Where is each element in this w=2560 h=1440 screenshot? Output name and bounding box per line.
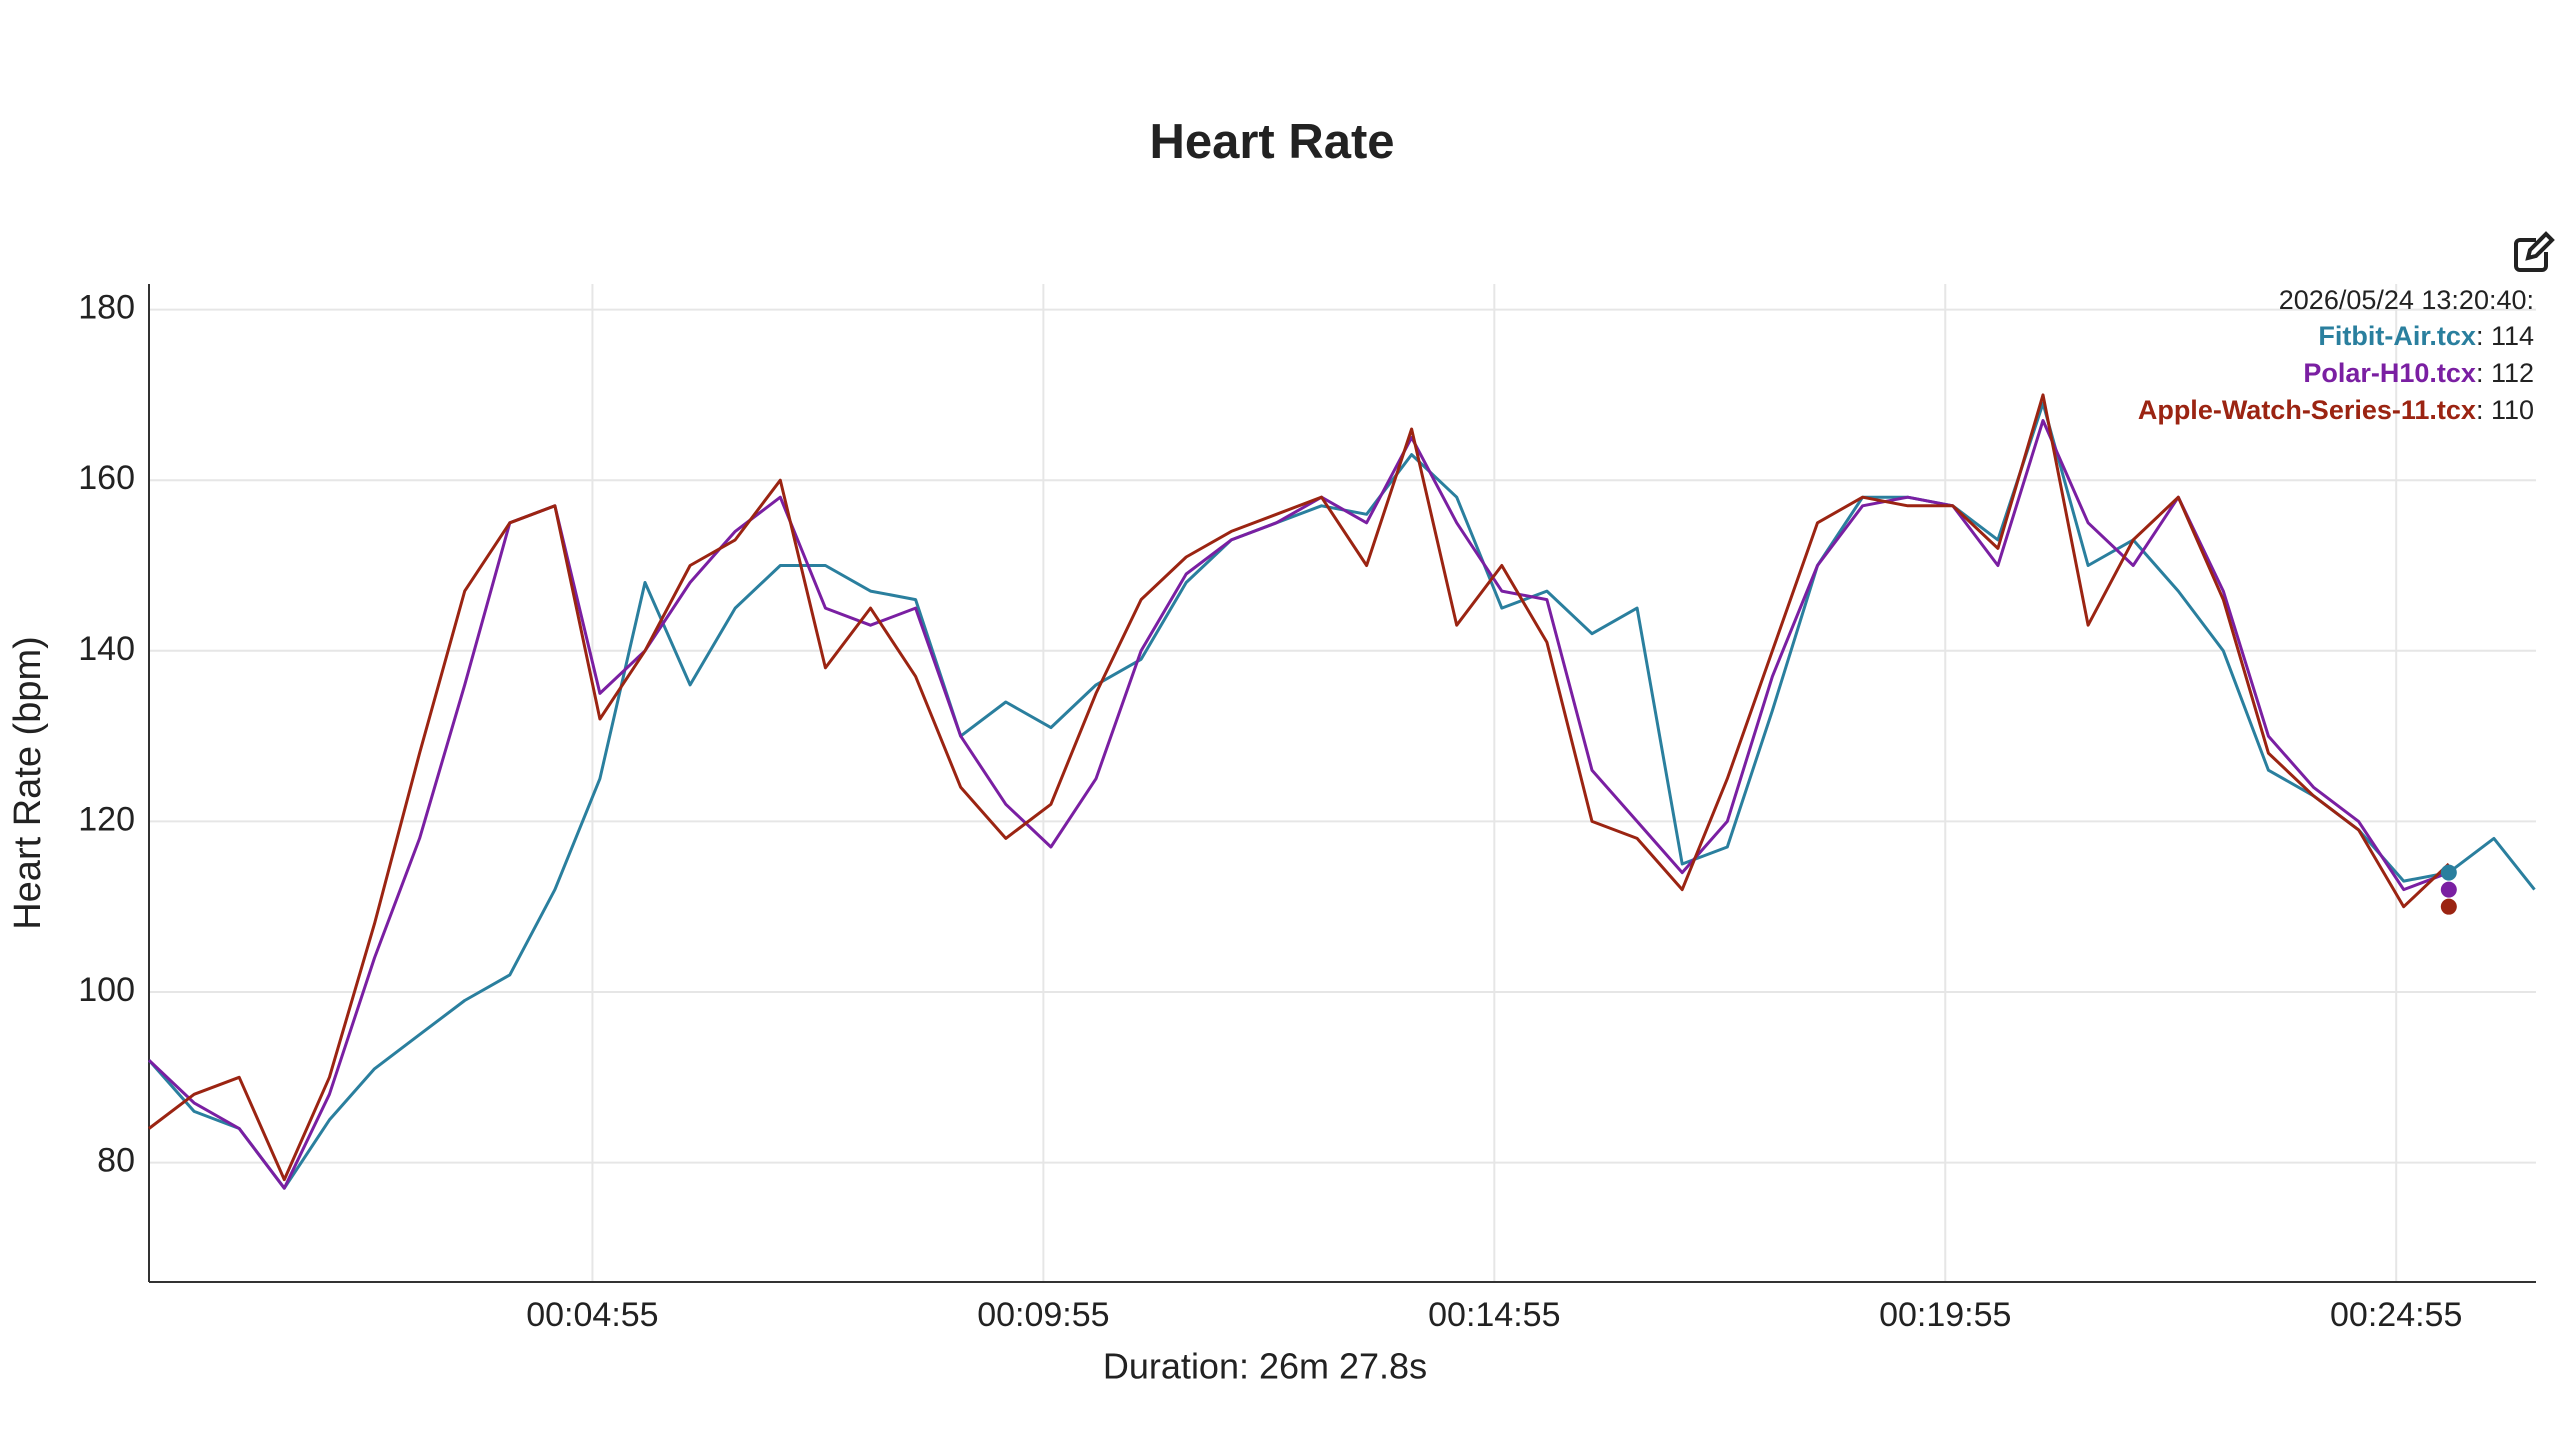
tooltip-separator: : [2476, 358, 2491, 388]
y-tick-label: 160 [78, 459, 135, 497]
hover-point [2440, 898, 2457, 915]
chart-title: Heart Rate [1149, 115, 1394, 169]
series-line [147, 401, 2536, 1190]
y-tick-label: 120 [78, 800, 135, 838]
tooltip-title: 2026/05/24 13:20:40: [2279, 285, 2534, 315]
tooltip-series-name: Apple-Watch-Series-11.tcx [2138, 395, 2476, 425]
x-tick-label: 00:19:55 [1879, 1296, 2011, 1334]
tooltip-entry: Apple-Watch-Series-11.tcx: 110 [2138, 395, 2534, 425]
tooltip-series-name: Fitbit-Air.tcx [2318, 321, 2476, 351]
hover-point [2440, 864, 2457, 881]
tooltip-value: 114 [2491, 321, 2534, 351]
tooltip-value: 112 [2491, 358, 2534, 388]
hover-point [2440, 881, 2457, 898]
tooltip-entry: Fitbit-Air.tcx: 114 [2318, 321, 2534, 351]
x-tick-label: 00:09:55 [977, 1296, 1109, 1334]
y-axis-label: Heart Rate (bpm) [7, 636, 49, 930]
x-tick-label: 00:04:55 [526, 1296, 658, 1334]
edit-icon[interactable] [2514, 231, 2555, 272]
tooltip-series-name: Polar-H10.tcx [2303, 358, 2476, 388]
x-axis-label: Duration: 26m 27.8s [1103, 1346, 1427, 1387]
y-tick-label: 100 [78, 971, 135, 1009]
series-line [148, 393, 2450, 1182]
tooltip-separator: : [2476, 395, 2491, 425]
x-tick-label: 00:24:55 [2330, 1296, 2462, 1334]
y-tick-label: 80 [97, 1142, 135, 1180]
tooltip-entry: Polar-H10.tcx: 112 [2303, 358, 2534, 388]
y-tick-label: 180 [78, 289, 135, 327]
series-line [147, 419, 2450, 1190]
y-tick-label: 140 [78, 630, 135, 668]
tooltip-separator: : [2476, 321, 2491, 351]
tooltip-value: 110 [2491, 395, 2534, 425]
x-tick-label: 00:14:55 [1428, 1296, 1560, 1334]
